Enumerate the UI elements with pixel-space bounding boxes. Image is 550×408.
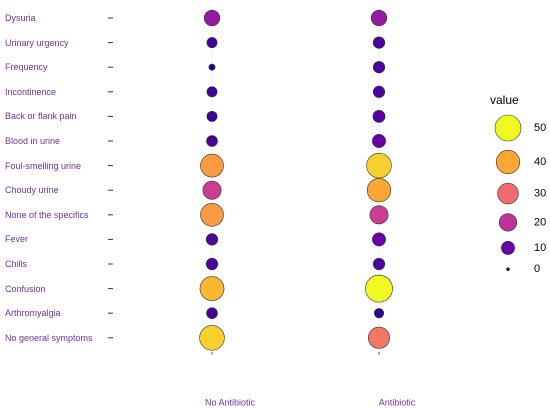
legend-label: 0 <box>534 263 540 275</box>
bubble <box>372 36 386 49</box>
legend-label: 40 <box>534 156 546 168</box>
y-tick-label: Dysuria <box>5 13 36 23</box>
y-tick-label: Blood in urine <box>5 136 61 146</box>
bubble <box>205 257 219 271</box>
bubble <box>372 134 386 148</box>
legend-title: value <box>490 93 519 107</box>
bubble <box>367 326 390 349</box>
y-tick-label: Frequency <box>5 62 48 73</box>
bubble <box>199 325 225 351</box>
legend-label: 10 <box>534 242 546 254</box>
bubble <box>205 233 219 246</box>
bubble <box>372 110 386 123</box>
y-tick-label: Foul-smelling urine <box>5 160 82 171</box>
y-tick-label: None of the specifics <box>5 209 89 220</box>
y-tick-label: Incontinence <box>5 86 57 97</box>
legend-label: 30 <box>534 187 546 199</box>
legend-bubble <box>501 240 515 255</box>
x-tick-label: Antibiotic <box>379 397 416 407</box>
bubble <box>372 85 386 98</box>
x-tick-label: No Antibiotic <box>205 397 256 407</box>
legend-bubble <box>497 182 519 205</box>
bubble <box>206 86 218 98</box>
y-tick-label: Back or flank pain <box>5 111 77 122</box>
legend-label: 50 <box>534 122 546 134</box>
bubble <box>206 110 218 122</box>
y-tick-label: Fever <box>5 234 29 245</box>
legend-bubble <box>498 213 518 232</box>
bubble <box>208 63 216 71</box>
bubble <box>366 178 392 203</box>
bubble <box>372 61 386 74</box>
bubble <box>370 9 388 27</box>
bubble <box>203 9 221 27</box>
bubble <box>369 205 389 225</box>
bubble <box>202 180 222 200</box>
bubble <box>372 232 386 247</box>
y-tick-label: No general symptoms <box>5 332 93 343</box>
y-tick-label: Urinary urgency <box>5 37 69 48</box>
bubble <box>206 307 218 319</box>
bubble <box>206 135 218 147</box>
legend-label: 20 <box>534 216 546 228</box>
bubble <box>206 37 218 49</box>
y-tick-label: Chills <box>5 259 28 269</box>
bubble <box>199 276 225 301</box>
bubble <box>373 308 385 319</box>
bubble <box>200 153 224 178</box>
y-tick-label: Confusion <box>5 283 46 294</box>
legend-bubble <box>495 149 521 175</box>
bubble <box>366 152 392 179</box>
legend-bubble <box>494 114 522 142</box>
y-tick-label: Arthromyalgia <box>5 308 61 319</box>
bubble <box>200 202 224 227</box>
bubble <box>372 257 386 271</box>
y-tick-label: Choudy urine <box>5 185 59 196</box>
legend-bubble <box>506 267 510 272</box>
bubble <box>365 274 393 303</box>
